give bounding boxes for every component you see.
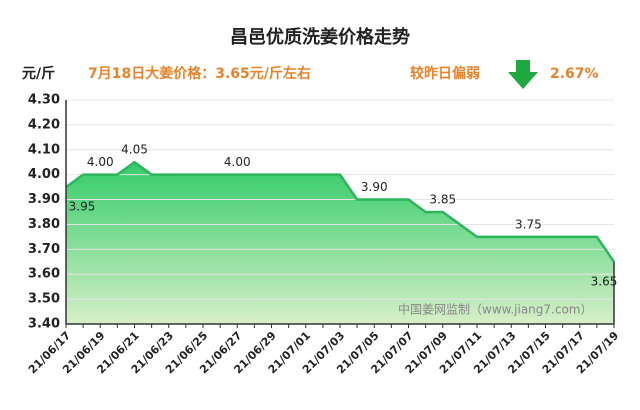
y-tick-label: 4.30 [28, 93, 60, 108]
trend-text: 较昨日偏弱 [410, 65, 480, 82]
data-label: 4.05 [121, 143, 148, 157]
data-label: 3.65 [591, 274, 618, 288]
data-label: 3.95 [69, 200, 96, 214]
area [66, 162, 614, 324]
headline: 7月18日大姜价格：3.65元/斤左右 [88, 65, 311, 82]
y-tick-label: 3.40 [28, 317, 60, 332]
y-tick-label: 3.70 [28, 242, 60, 257]
y-tick-label: 4.00 [28, 167, 60, 182]
down-arrow [508, 60, 538, 89]
trend-change: 2.67% [550, 66, 599, 82]
data-label: 4.00 [87, 155, 114, 169]
y-tick-label: 4.10 [28, 142, 60, 157]
y-tick-label: 4.20 [28, 117, 60, 132]
y-tick-label: 3.50 [28, 292, 60, 307]
y-tick-label: 3.60 [28, 267, 60, 282]
data-label: 4.00 [224, 155, 251, 169]
y-tick-label: 3.90 [28, 192, 60, 207]
y-unit: 元/斤 [22, 65, 55, 82]
line [65, 160, 616, 263]
data-label: 3.75 [515, 217, 542, 231]
watermark: 中国姜网监制（www.jiang7.com） [398, 302, 592, 317]
chart-title: 昌邑优质洗姜价格走势 [230, 26, 410, 48]
data-label: 3.85 [429, 193, 456, 207]
data-label: 3.90 [361, 180, 388, 194]
y-tick-label: 3.80 [28, 217, 60, 232]
